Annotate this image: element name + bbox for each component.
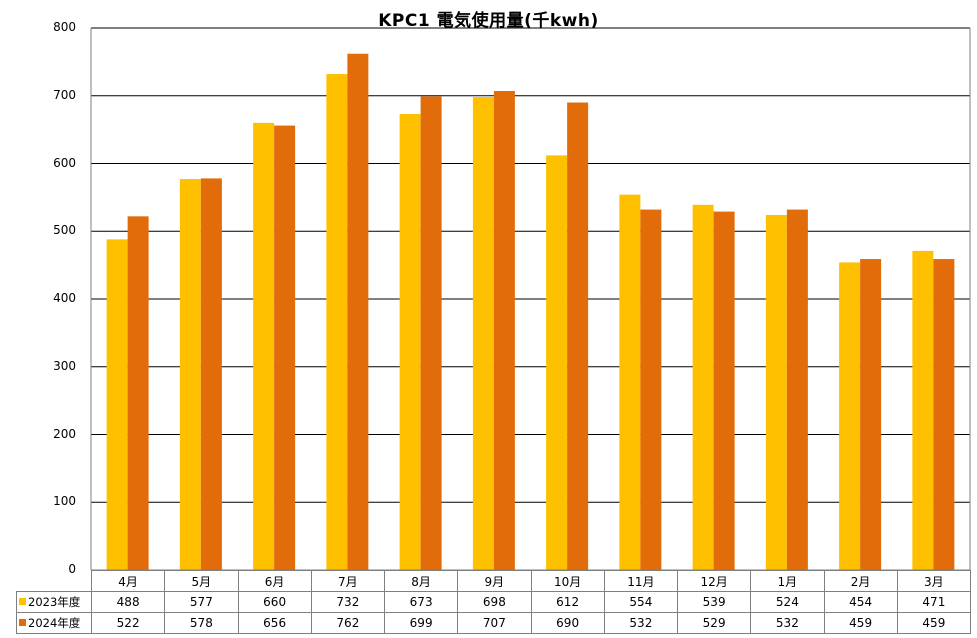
y-tick-label: 700 — [53, 87, 76, 102]
y-tick-label: 300 — [53, 358, 76, 373]
bar — [765, 214, 787, 571]
data-label: 529 — [676, 612, 752, 634]
data-label: 488 — [90, 591, 166, 613]
bar — [420, 96, 442, 571]
bar — [274, 125, 296, 570]
data-label: 539 — [676, 591, 752, 613]
bar — [472, 97, 494, 570]
bar — [933, 259, 955, 570]
chart-title: KPC1 電気使用量(千kwh) — [378, 11, 599, 31]
data-label: 612 — [530, 591, 605, 613]
data-label: 656 — [237, 612, 312, 634]
bar — [860, 259, 882, 570]
x-tick-label: 9月 — [457, 570, 532, 592]
data-label: 532 — [750, 612, 825, 634]
data-label: 554 — [603, 591, 679, 613]
y-tick-label: 400 — [53, 291, 76, 305]
data-label: 532 — [603, 612, 679, 634]
data-label: 577 — [164, 591, 239, 613]
x-tick-label: 10月 — [530, 570, 605, 592]
y-tick-label: 200 — [53, 426, 76, 441]
bar — [619, 194, 641, 571]
bar — [106, 239, 128, 570]
bar — [127, 216, 149, 570]
data-label: 690 — [530, 612, 605, 634]
bar — [640, 209, 662, 570]
x-tick-label: 11月 — [603, 570, 679, 592]
bar — [546, 155, 568, 570]
x-tick-label: 1月 — [750, 570, 825, 592]
data-label: 454 — [823, 591, 898, 613]
data-table: 4月 5月 6月 7月 8月 9月 10月 11月 12月 1月 2月 3月 2023年度 488 577 6… — [16, 570, 972, 634]
data-label: 762 — [310, 612, 386, 634]
data-label: 732 — [310, 591, 386, 613]
data-label: 707 — [457, 612, 532, 634]
table-row: 2024年度 522 578 656 762 699 707 690 532 529 532 459 4… — [16, 612, 972, 634]
data-label: 471 — [896, 591, 972, 613]
data-label: 698 — [457, 591, 532, 613]
table-row: 2023年度 488 577 660 732 673 698 612 554 539 524 454 4… — [16, 591, 972, 613]
x-tick-label: 7月 — [310, 570, 386, 592]
bar — [912, 250, 934, 570]
legend-swatch — [19, 598, 26, 605]
bar — [179, 179, 201, 570]
bar — [399, 114, 421, 570]
x-tick-label: 2月 — [823, 570, 898, 592]
data-label: 660 — [237, 591, 312, 613]
data-label: 673 — [383, 591, 459, 613]
legend-label: 2023年度 — [28, 595, 81, 609]
x-tick-label: 5月 — [164, 570, 239, 592]
y-tick-label: 500 — [53, 223, 76, 238]
bar — [326, 74, 348, 570]
bar — [713, 211, 735, 571]
bar — [200, 178, 222, 570]
y-tick-label: 0 — [68, 562, 76, 576]
data-label: 699 — [383, 612, 459, 634]
bar — [347, 53, 369, 571]
x-tick-label: 3月 — [896, 570, 972, 592]
x-tick-label: 4月 — [90, 570, 166, 592]
bar — [253, 122, 275, 570]
data-label: 524 — [750, 591, 825, 613]
legend-entry: 2023年度 — [16, 591, 92, 613]
y-tick-label: 100 — [53, 494, 76, 509]
legend-swatch — [19, 619, 26, 626]
table-corner — [16, 570, 92, 592]
y-tick-label: 800 — [53, 20, 76, 34]
data-label: 459 — [823, 612, 898, 634]
data-label: 459 — [896, 612, 972, 634]
bar — [692, 204, 714, 570]
bar — [493, 91, 515, 570]
table-header-row: 4月 5月 6月 7月 8月 9月 10月 11月 12月 1月 2月 3月 — [16, 570, 972, 592]
x-tick-label: 8月 — [383, 570, 459, 592]
y-tick-label: 600 — [53, 155, 76, 170]
data-label: 578 — [164, 612, 239, 634]
data-label: 522 — [90, 612, 166, 634]
x-tick-label: 6月 — [237, 570, 312, 592]
bar — [567, 102, 589, 571]
x-tick-label: 12月 — [676, 570, 752, 592]
legend-entry: 2024年度 — [16, 612, 92, 634]
bar — [786, 209, 808, 570]
legend-label: 2024年度 — [28, 616, 81, 630]
bar — [839, 262, 861, 570]
